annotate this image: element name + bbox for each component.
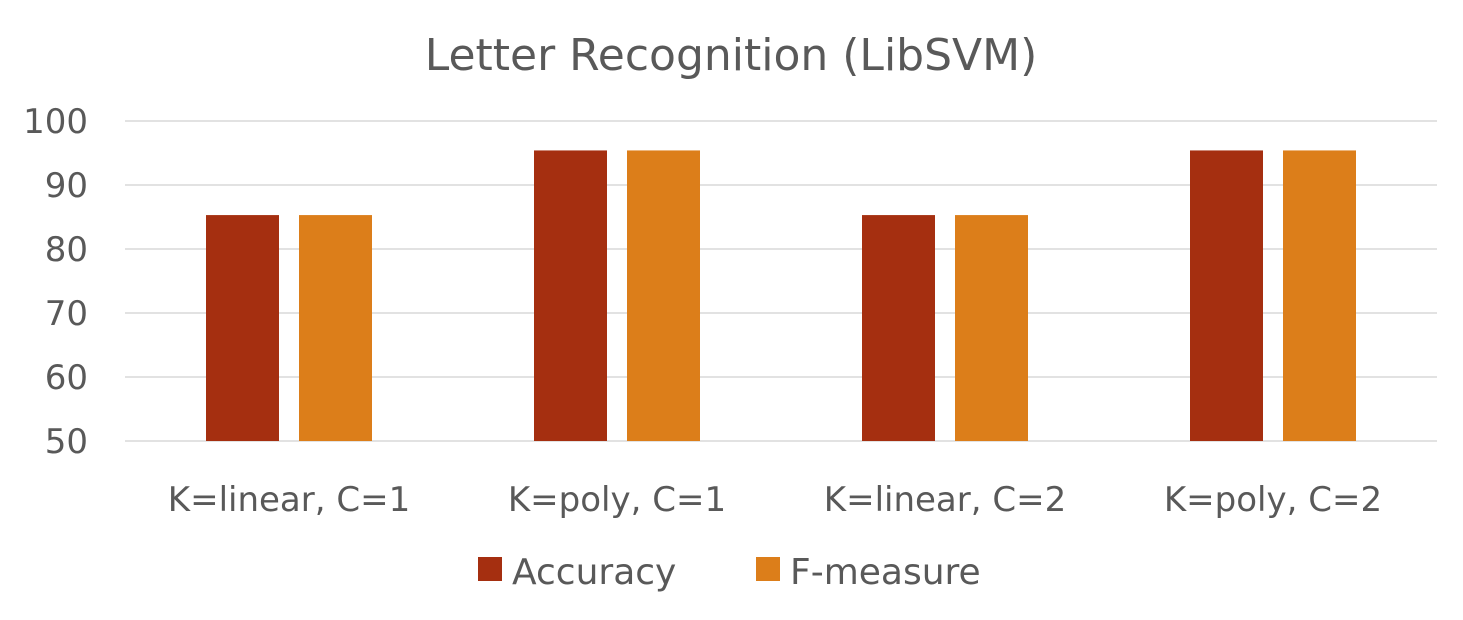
y-tick-label: 60 bbox=[45, 358, 88, 398]
bar-f-measure bbox=[1283, 150, 1356, 441]
legend-label: Accuracy bbox=[512, 552, 676, 593]
bar-accuracy bbox=[1190, 150, 1263, 441]
y-tick-label: 50 bbox=[45, 422, 88, 462]
bar-accuracy bbox=[534, 150, 607, 441]
legend-label: F-measure bbox=[790, 552, 981, 593]
bars bbox=[206, 150, 1356, 441]
x-tick-label: K=linear, C=2 bbox=[824, 480, 1066, 520]
bar-f-measure bbox=[299, 215, 372, 441]
bar-f-measure bbox=[955, 215, 1028, 441]
y-tick-label: 80 bbox=[45, 230, 88, 270]
bar-accuracy bbox=[206, 215, 279, 441]
legend: Accuracy F-measure bbox=[478, 552, 981, 593]
x-tick-label: K=linear, C=1 bbox=[168, 480, 410, 520]
legend-swatch bbox=[756, 557, 780, 581]
y-axis-tick-labels: 50 60 70 80 90 100 bbox=[23, 102, 88, 462]
x-tick-label: K=poly, C=1 bbox=[508, 480, 726, 520]
y-tick-label: 90 bbox=[45, 166, 88, 206]
y-tick-label: 70 bbox=[45, 294, 88, 334]
x-axis-tick-labels: K=linear, C=1 K=poly, C=1 K=linear, C=2 K=p… bbox=[168, 480, 1382, 520]
legend-swatch bbox=[478, 557, 502, 581]
y-tick-label: 100 bbox=[23, 102, 88, 142]
x-tick-label: K=poly, C=2 bbox=[1164, 480, 1382, 520]
bar-accuracy bbox=[862, 215, 935, 441]
chart-title: Letter Recognition (LibSVM) bbox=[425, 30, 1038, 81]
bar-f-measure bbox=[627, 150, 700, 441]
